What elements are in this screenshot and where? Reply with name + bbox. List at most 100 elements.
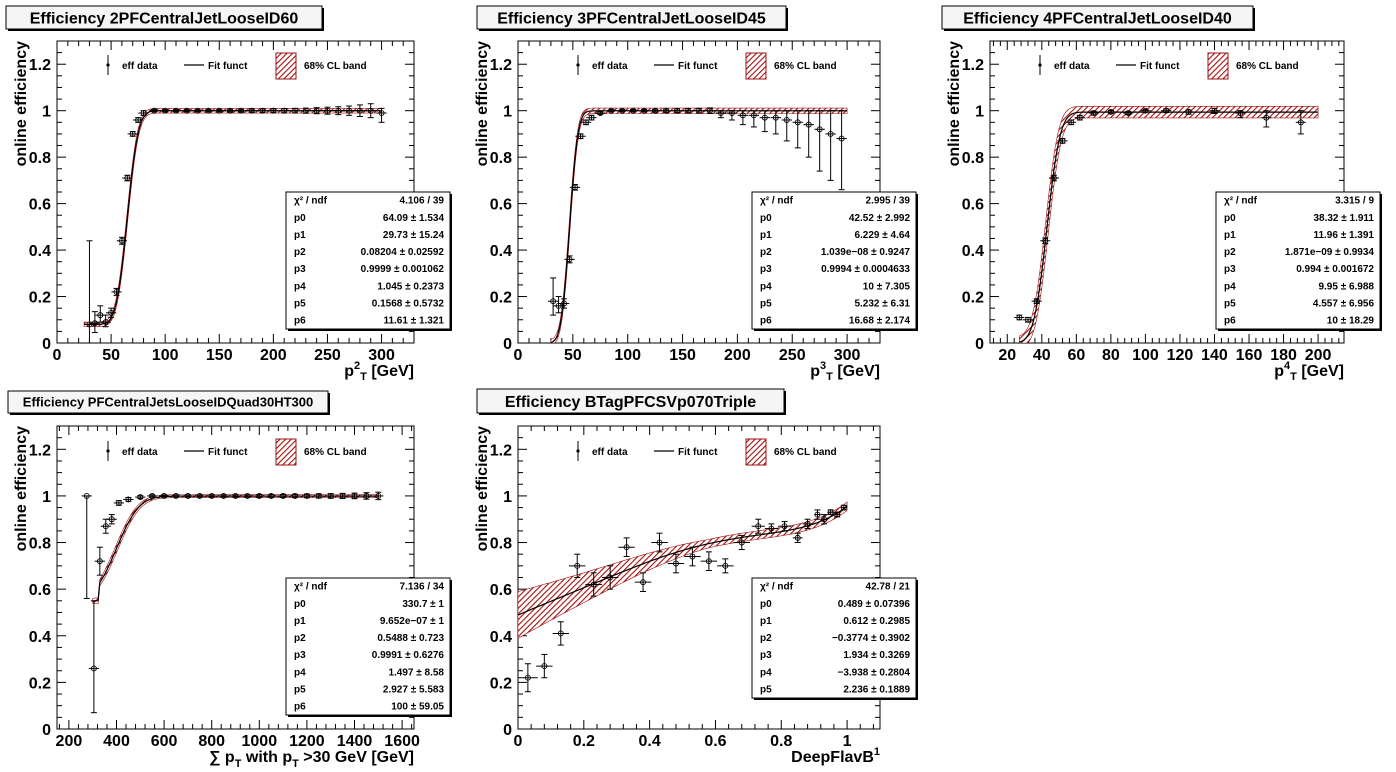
data-point — [751, 518, 765, 534]
stats-value: 16.68 ± 2.174 — [849, 316, 911, 327]
data-marker — [574, 562, 581, 569]
x-tick-label: 0.6 — [704, 733, 726, 750]
data-point — [218, 492, 229, 499]
data-marker — [339, 492, 346, 499]
data-point — [182, 492, 193, 499]
data-marker — [674, 107, 681, 114]
stats-frame — [751, 191, 917, 330]
data-marker — [102, 523, 109, 530]
data-marker — [1068, 119, 1075, 126]
data-marker — [1297, 119, 1304, 126]
x-tick-label: 50 — [102, 347, 120, 364]
y-tick-label: 0.2 — [962, 290, 984, 307]
y-tick-label: 0.8 — [490, 536, 512, 553]
stats-value: 0.612 ± 0.2985 — [843, 616, 910, 627]
x-tick-label: 0 — [53, 347, 62, 364]
x-axis-title-part: p — [810, 363, 820, 380]
stats-value: 0.08204 ± 0.02592 — [361, 247, 445, 258]
data-point — [1183, 108, 1194, 115]
data-marker — [557, 630, 564, 637]
data-point — [159, 492, 170, 499]
x-axis-title: p4T [GeV] — [1274, 360, 1344, 383]
data-point — [94, 546, 105, 576]
data-marker — [1185, 108, 1192, 115]
data-marker — [541, 663, 548, 670]
data-point — [1040, 237, 1051, 245]
fit-confidence-band — [518, 501, 848, 639]
y-tick-label: 0 — [503, 722, 512, 739]
y-tick-label: 1 — [975, 104, 984, 121]
data-marker — [1025, 316, 1031, 323]
legend: eff data Fit funct 68% CL band — [1038, 52, 1299, 80]
x-tick-label: 300 — [834, 347, 861, 364]
x-axis-title-part: 4 — [1284, 360, 1291, 372]
data-marker — [1076, 114, 1083, 121]
data-point — [618, 537, 635, 558]
data-marker — [673, 560, 679, 567]
data-point — [289, 107, 301, 114]
x-tick-label: 300 — [368, 347, 395, 364]
data-marker — [794, 534, 801, 541]
data-point — [1066, 119, 1077, 126]
stats-label: p0 — [1224, 213, 1236, 224]
data-point — [649, 107, 661, 114]
y-tick-label: 1 — [42, 104, 51, 121]
stats-value: 7.136 / 34 — [400, 582, 445, 593]
legend-eff-label: eff data — [592, 447, 628, 458]
data-marker — [237, 107, 244, 114]
data-marker — [783, 117, 790, 123]
stats-value: 0.489 ± 0.07396 — [838, 599, 911, 610]
stats-label: p6 — [1224, 316, 1236, 327]
data-point — [116, 236, 128, 245]
data-marker — [640, 579, 647, 586]
x-axis-title: p2T [GeV] — [344, 360, 414, 383]
x-tick-label: 80 — [1102, 347, 1120, 364]
stats-label: p4 — [294, 667, 306, 678]
data-marker — [816, 126, 823, 133]
data-marker — [597, 110, 604, 116]
stats-value: 2.236 ± 0.1889 — [843, 685, 910, 696]
y-tick-label: 1.2 — [962, 57, 984, 74]
stats-label: p5 — [760, 685, 772, 696]
data-marker — [292, 492, 298, 499]
data-marker — [83, 492, 90, 499]
data-point — [147, 492, 158, 499]
stats-label: p6 — [294, 316, 306, 327]
data-point — [89, 311, 100, 334]
legend-band-swatch — [1207, 52, 1229, 80]
stats-value: 0.9994 ± 0.0004633 — [821, 264, 910, 275]
data-point — [349, 492, 360, 500]
data-point — [268, 107, 279, 114]
legend: eff data Fit funct 68% CL band — [106, 52, 367, 80]
legend-fit-label: Fit funct — [208, 61, 248, 72]
x-tick-label: 0 — [514, 347, 523, 364]
data-point — [84, 240, 95, 344]
stats-label: p1 — [760, 616, 772, 627]
chart-title: Efficiency BTagPFCSVp070Triple — [505, 394, 756, 411]
data-point — [820, 514, 828, 525]
legend-fit-label: Fit funct — [208, 447, 248, 458]
data-marker — [183, 107, 190, 114]
stats-value: 100 ± 59.05 — [391, 702, 444, 713]
data-point — [595, 110, 606, 116]
data-marker — [750, 112, 757, 119]
stats-value: 4.557 ± 6.956 — [1313, 298, 1375, 309]
stats-value: 0.1568 ± 0.5732 — [372, 298, 445, 309]
x-tick-label: 0.4 — [639, 733, 661, 750]
x-tick-label: 150 — [206, 347, 233, 364]
chart-title: Efficiency PFCentralJetsLooseIDQuad30HT3… — [23, 395, 313, 410]
data-point — [1022, 316, 1034, 323]
data-marker — [717, 110, 724, 116]
data-marker — [324, 107, 331, 114]
data-marker — [1050, 175, 1057, 182]
stats-value: 10 ± 18.29 — [1327, 316, 1375, 327]
plot-panel: Efficiency BTagPFCSVp070Triple 0 0.2 0.4 0.6… — [474, 388, 918, 766]
data-point — [628, 107, 639, 114]
x-tick-label: 100 — [152, 347, 179, 364]
data-point — [601, 565, 619, 590]
stats-value: 1.045 ± 0.2373 — [377, 281, 444, 292]
data-marker — [118, 237, 125, 244]
stats-label: p4 — [760, 281, 772, 292]
title-box — [941, 5, 1254, 30]
fit-stats-box: χ² / ndf 7.136 / 34 p0 330.7 ± 1 p1 9.652e−07… — [285, 577, 452, 717]
